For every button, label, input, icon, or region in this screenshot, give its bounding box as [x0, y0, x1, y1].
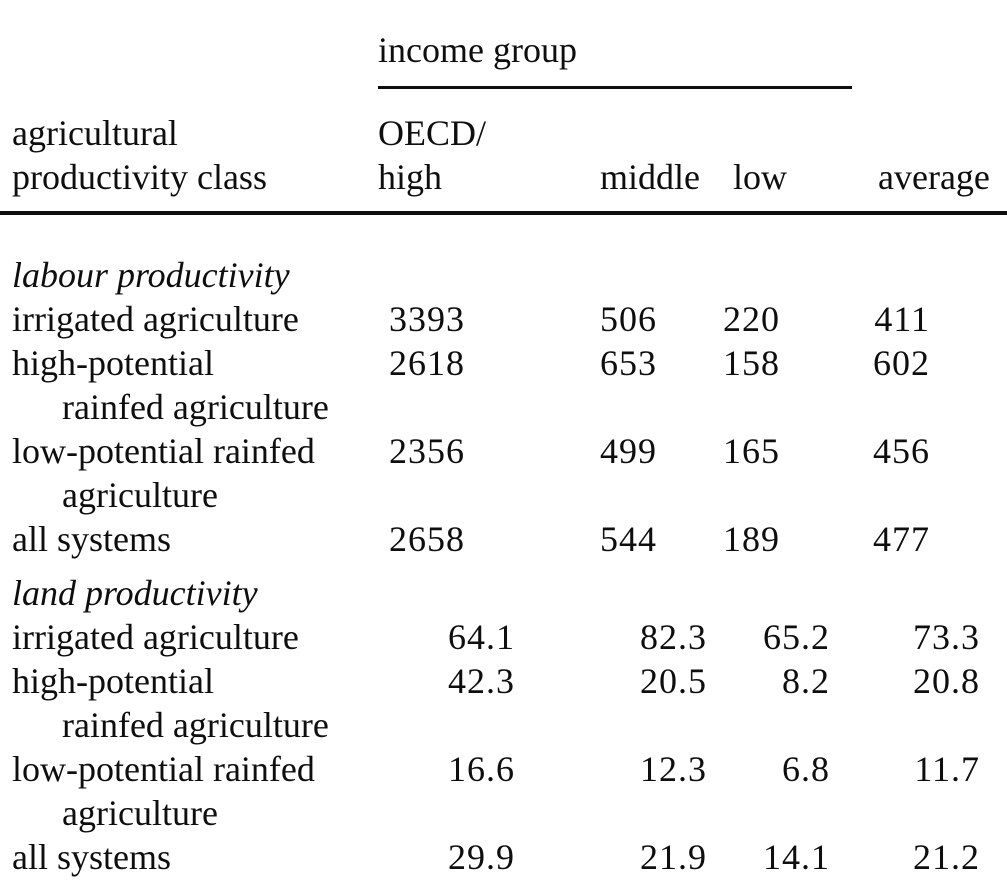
- cell-value: 16.6: [448, 749, 515, 789]
- col-header-oecd-line1: OECD/: [378, 113, 486, 153]
- row-header-line2: productivity class: [12, 157, 267, 197]
- cell-value: 2658: [389, 519, 465, 559]
- row-label: low-potential rainfed agriculture: [0, 429, 358, 517]
- row-label: high-potential rainfed agriculture: [0, 659, 358, 747]
- cell-value: 499: [600, 431, 657, 471]
- section-title-labour: labour productivity: [12, 255, 290, 295]
- cell-value: 158: [723, 343, 780, 383]
- column-header-row: agricultural productivity class OECD/ hi…: [0, 89, 1007, 215]
- cell-value: 189: [723, 519, 780, 559]
- row-header-cell: agricultural productivity class: [0, 89, 358, 215]
- cell-value: 602: [873, 343, 930, 383]
- income-group-spanner-label: income group: [378, 30, 577, 70]
- row-label-line2: agriculture: [62, 475, 218, 515]
- col-header-middle: middle: [515, 89, 707, 215]
- row-label: high-potential rainfed agriculture: [0, 341, 358, 429]
- income-group-rule: [378, 86, 852, 89]
- cell-value: 12.3: [640, 749, 707, 789]
- cell-value: 6.8: [782, 749, 830, 789]
- row-header-line1: agricultural: [12, 113, 178, 153]
- table-row: all systems 29.9 21.9 14.1 21.2: [0, 835, 1007, 879]
- col-header-average-label: average: [878, 157, 990, 197]
- cell-value: 477: [873, 519, 930, 559]
- table-row: all systems 2658 544 189 477: [0, 517, 1007, 561]
- table-row: low-potential rainfed agriculture 16.6 1…: [0, 747, 1007, 835]
- cell-value: 65.2: [763, 617, 830, 657]
- cell-value: 8.2: [782, 661, 830, 701]
- cell-value: 64.1: [448, 617, 515, 657]
- cell-value: 29.9: [448, 837, 515, 877]
- row-label-line1: all systems: [12, 519, 171, 559]
- cell-value: 2356: [389, 431, 465, 471]
- row-label-line1: low-potential rainfed: [12, 431, 315, 471]
- col-header-oecd-line2: high: [378, 157, 443, 197]
- table-row: high-potential rainfed agriculture 42.3 …: [0, 659, 1007, 747]
- row-label-line2: agriculture: [62, 793, 218, 833]
- row-label: irrigated agriculture: [0, 297, 358, 341]
- col-header-middle-label: middle: [600, 157, 700, 197]
- row-label-line1: irrigated agriculture: [12, 299, 299, 339]
- table-row: high-potential rainfed agriculture 2618 …: [0, 341, 1007, 429]
- cell-value: 220: [723, 299, 780, 339]
- cell-value: 11.7: [914, 749, 980, 789]
- row-label-line1: high-potential: [12, 661, 214, 701]
- productivity-table: income group agricultural productivity c…: [0, 12, 1007, 879]
- section-title-row-labour: labour productivity: [0, 213, 1007, 297]
- col-header-average: average: [830, 89, 1007, 215]
- cell-value: 165: [723, 431, 780, 471]
- cell-value: 42.3: [448, 661, 515, 701]
- cell-value: 73.3: [913, 617, 980, 657]
- cell-value: 21.2: [913, 837, 980, 877]
- row-label: low-potential rainfed agriculture: [0, 747, 358, 835]
- col-header-oecd-high: OECD/ high: [358, 89, 515, 215]
- cell-value: 20.5: [640, 661, 707, 701]
- row-label: irrigated agriculture: [0, 615, 358, 659]
- cell-value: 411: [874, 299, 930, 339]
- row-label-line2: rainfed agriculture: [62, 387, 329, 427]
- table-row: irrigated agriculture 64.1 82.3 65.2 73.…: [0, 615, 1007, 659]
- table-row: low-potential rainfed agriculture 2356 4…: [0, 429, 1007, 517]
- cell-value: 3393: [389, 299, 465, 339]
- section-title-row-land: land productivity: [0, 561, 1007, 615]
- cell-value: 2618: [389, 343, 465, 383]
- col-header-low-label: low: [733, 157, 787, 197]
- cell-value: 20.8: [913, 661, 980, 701]
- table-row: irrigated agriculture 3393 506 220 411: [0, 297, 1007, 341]
- row-label-line1: low-potential rainfed: [12, 749, 315, 789]
- spanner-row: income group: [0, 12, 1007, 89]
- cell-value: 653: [600, 343, 657, 383]
- spanner-spacer: [0, 12, 358, 89]
- row-label-line2: rainfed agriculture: [62, 705, 329, 745]
- cell-value: 21.9: [640, 837, 707, 877]
- row-label-line1: irrigated agriculture: [12, 617, 299, 657]
- cell-value: 456: [873, 431, 930, 471]
- cell-value: 506: [600, 299, 657, 339]
- row-label: all systems: [0, 517, 358, 561]
- row-label: all systems: [0, 835, 358, 879]
- cell-value: 544: [600, 519, 657, 559]
- spanner-cell: income group: [358, 12, 1007, 89]
- col-header-low: low: [707, 89, 830, 215]
- cell-value: 14.1: [763, 837, 830, 877]
- cell-value: 82.3: [640, 617, 707, 657]
- row-label-line1: high-potential: [12, 343, 214, 383]
- row-label-line1: all systems: [12, 837, 171, 877]
- section-title-land: land productivity: [12, 573, 258, 613]
